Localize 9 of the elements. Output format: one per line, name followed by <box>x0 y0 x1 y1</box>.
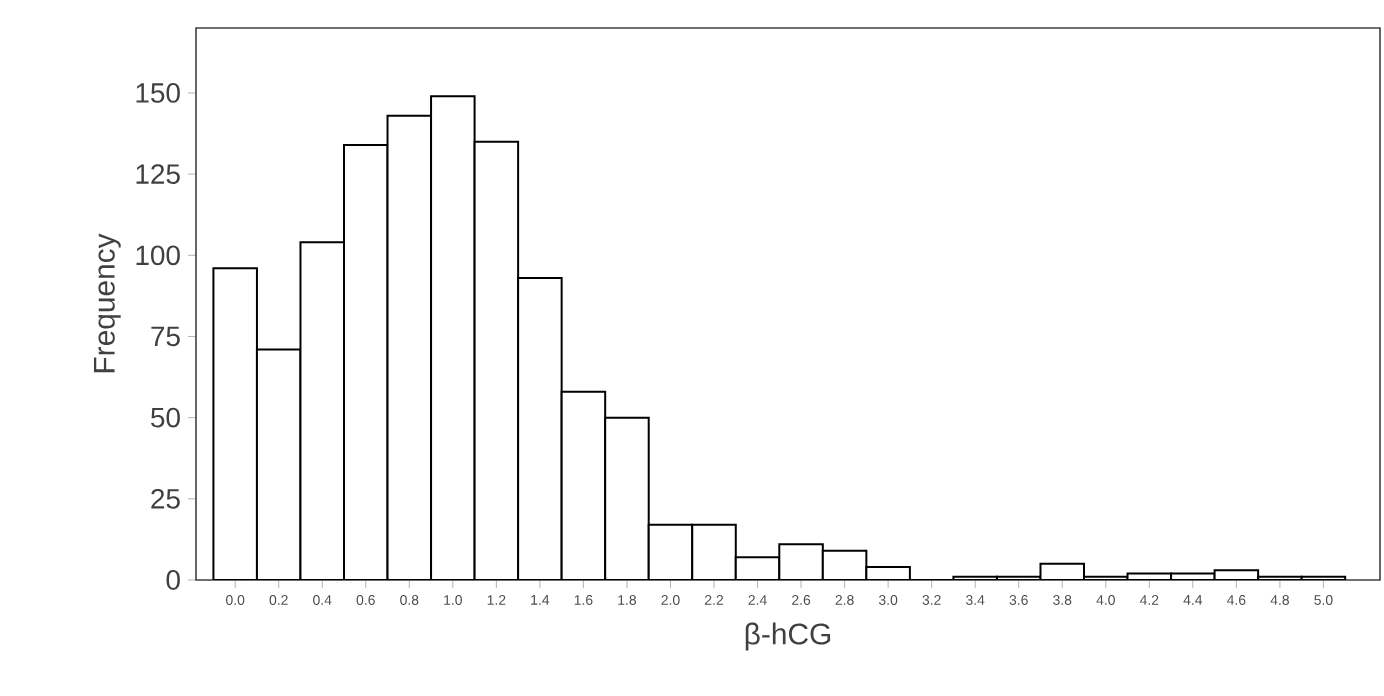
y-tick-label: 50 <box>151 407 180 428</box>
y-tick-label: 150 <box>136 83 180 103</box>
x-axis-title: β-hCG <box>745 622 831 651</box>
y-tick-label: 25 <box>151 488 180 509</box>
y-tick-label: 75 <box>151 326 180 347</box>
y-tick-label: 0 <box>166 570 180 590</box>
y-axis-title: Frequency <box>93 233 121 373</box>
y-tick-label: 125 <box>136 164 180 184</box>
y-tick-label: 100 <box>136 245 180 266</box>
